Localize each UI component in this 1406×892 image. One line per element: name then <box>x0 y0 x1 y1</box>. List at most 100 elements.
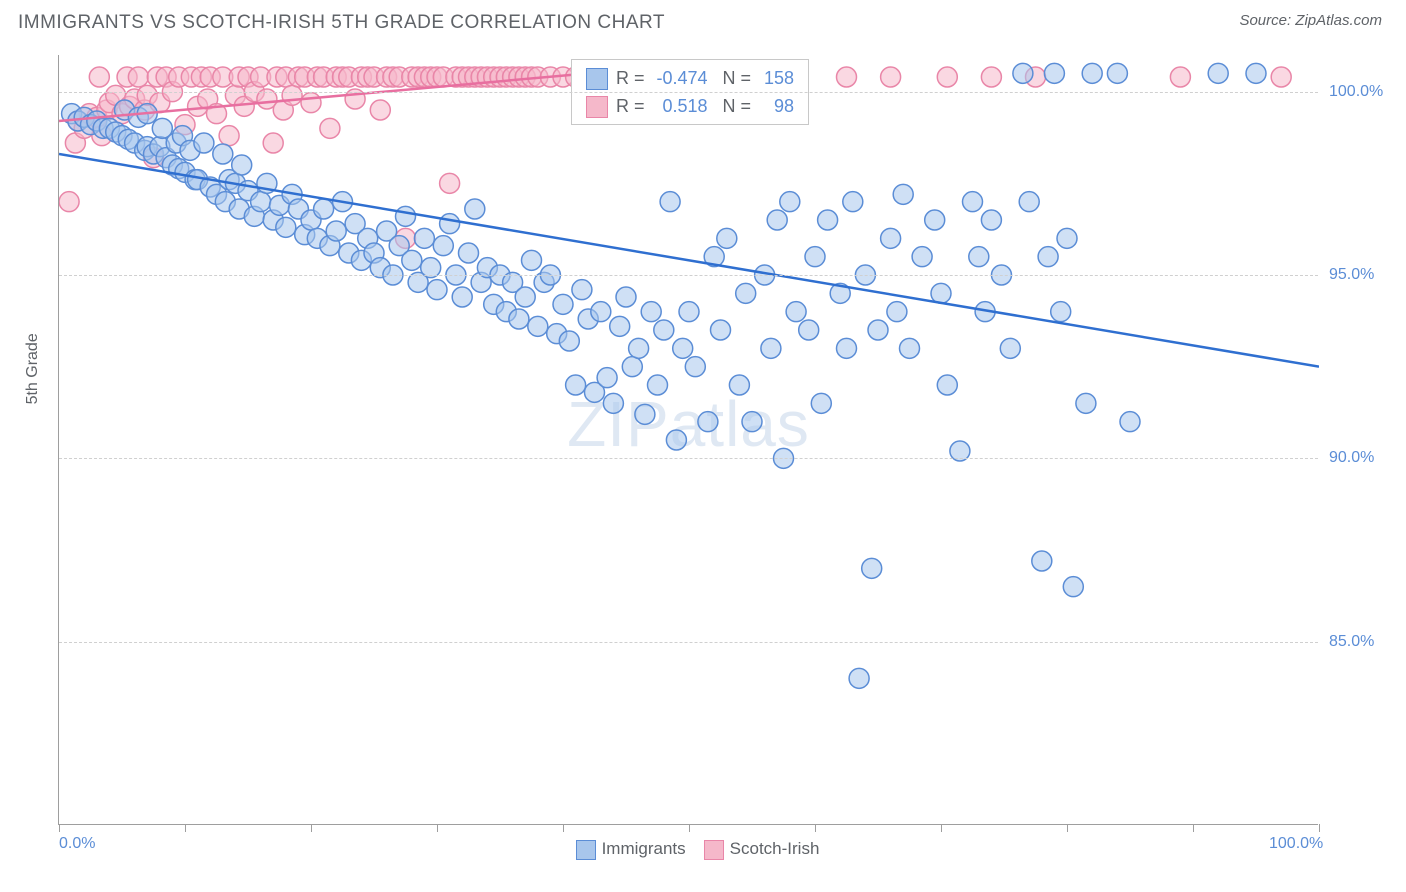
data-point <box>622 357 642 377</box>
x-tick-label: 100.0% <box>1269 835 1323 853</box>
data-point <box>786 302 806 322</box>
data-point <box>591 302 611 322</box>
data-point <box>981 210 1001 230</box>
data-point <box>263 133 283 153</box>
data-point <box>59 192 79 212</box>
scatter-plot: ZIPatlas R = -0.474 N = 158R = 0.518 N =… <box>58 55 1318 825</box>
data-point <box>597 368 617 388</box>
y-tick-label: 100.0% <box>1329 83 1383 101</box>
data-point <box>666 430 686 450</box>
chart-svg <box>59 55 1319 825</box>
data-point <box>698 412 718 432</box>
data-point <box>320 118 340 138</box>
data-point <box>528 316 548 336</box>
data-point <box>717 228 737 248</box>
source-attribution: Source: ZipAtlas.com <box>1239 12 1382 29</box>
data-point <box>654 320 674 340</box>
data-point <box>251 192 271 212</box>
data-point <box>849 668 869 688</box>
legend-swatch <box>586 68 608 90</box>
data-point <box>811 393 831 413</box>
data-point <box>881 67 901 87</box>
data-point <box>931 283 951 303</box>
data-point <box>1246 63 1266 83</box>
data-point <box>1000 338 1020 358</box>
trendline <box>59 154 1319 367</box>
data-point <box>616 287 636 307</box>
data-point <box>767 210 787 230</box>
data-point <box>981 67 1001 87</box>
data-point <box>433 236 453 256</box>
data-point <box>440 173 460 193</box>
data-point <box>276 217 296 237</box>
gridline <box>59 275 1318 276</box>
gridline <box>59 92 1318 93</box>
data-point <box>1044 63 1064 83</box>
data-point <box>396 206 416 226</box>
data-point <box>887 302 907 322</box>
data-point <box>301 93 321 113</box>
data-point <box>414 228 434 248</box>
data-point <box>1019 192 1039 212</box>
gridline <box>59 458 1318 459</box>
data-point <box>566 375 586 395</box>
data-point <box>232 155 252 175</box>
data-point <box>465 199 485 219</box>
gridline <box>59 642 1318 643</box>
x-tick <box>311 824 312 832</box>
data-point <box>711 320 731 340</box>
x-tick <box>563 824 564 832</box>
data-point <box>1057 228 1077 248</box>
data-point <box>553 294 573 314</box>
legend-swatch <box>576 840 596 860</box>
x-tick <box>1067 824 1068 832</box>
data-point <box>282 85 302 105</box>
x-tick <box>437 824 438 832</box>
data-point <box>729 375 749 395</box>
x-tick <box>1193 824 1194 832</box>
data-point <box>1208 63 1228 83</box>
data-point <box>1038 247 1058 267</box>
data-point <box>685 357 705 377</box>
data-point <box>843 192 863 212</box>
data-point <box>862 558 882 578</box>
data-point <box>603 393 623 413</box>
data-point <box>440 214 460 234</box>
data-point <box>673 338 693 358</box>
data-point <box>761 338 781 358</box>
data-point <box>326 221 346 241</box>
data-point <box>402 250 422 270</box>
data-point <box>679 302 699 322</box>
data-point <box>509 309 529 329</box>
y-tick-label: 90.0% <box>1329 449 1374 467</box>
stats-row: R = -0.474 N = 158 <box>586 64 794 92</box>
y-tick-label: 95.0% <box>1329 266 1374 284</box>
x-tick <box>689 824 690 832</box>
data-point <box>868 320 888 340</box>
data-point <box>89 67 109 87</box>
data-point <box>1170 67 1190 87</box>
x-tick <box>1319 824 1320 832</box>
x-tick <box>815 824 816 832</box>
x-tick <box>941 824 942 832</box>
data-point <box>925 210 945 230</box>
data-point <box>805 247 825 267</box>
data-point <box>427 280 447 300</box>
y-axis-label: 5th Grade <box>24 333 42 404</box>
data-point <box>837 67 857 87</box>
legend: ImmigrantsScotch-Irish <box>59 839 1318 860</box>
data-point <box>963 192 983 212</box>
data-point <box>452 287 472 307</box>
data-point <box>629 338 649 358</box>
x-tick <box>185 824 186 832</box>
data-point <box>1271 67 1291 87</box>
data-point <box>635 404 655 424</box>
x-tick-label: 0.0% <box>59 835 95 853</box>
data-point <box>1032 551 1052 571</box>
data-point <box>219 126 239 146</box>
data-point <box>648 375 668 395</box>
data-point <box>937 67 957 87</box>
data-point <box>837 338 857 358</box>
data-point <box>780 192 800 212</box>
data-point <box>660 192 680 212</box>
